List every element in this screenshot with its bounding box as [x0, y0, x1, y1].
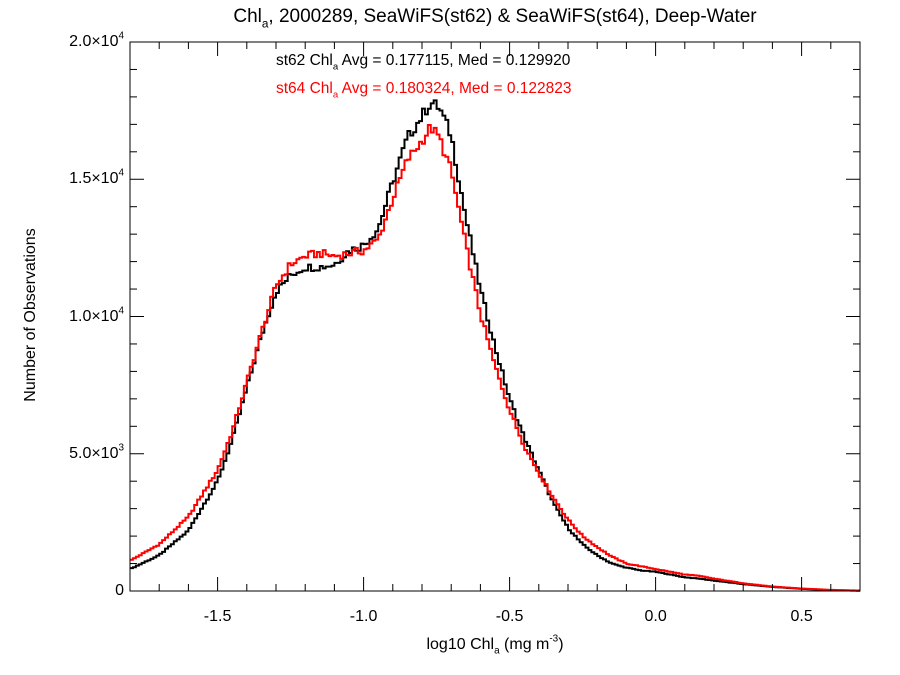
x-tick-label: -0.5 — [496, 608, 524, 625]
plot-frame — [129, 41, 861, 592]
y-tick-label: 2.0×104 — [69, 30, 124, 50]
y-tick-label: 5.0×103 — [69, 442, 124, 462]
series-layer — [130, 99, 860, 592]
ticks-layer: -1.5 -1.0 -0.5 0.0 0.5 — [129, 41, 861, 625]
x-tick-label: 0.5 — [790, 608, 812, 625]
chart-title: Chla, 2000289, SeaWiFS(st62) & SeaWiFS(s… — [233, 6, 757, 31]
annotation-st62: st62 Chla Avg = 0.177115, Med = 0.129920 — [276, 52, 571, 73]
x-tick-label: 0.0 — [644, 608, 666, 625]
y-axis-label: Number of Observations — [22, 228, 39, 402]
series-st62-line — [130, 99, 860, 592]
y-tick-label: 0 — [115, 582, 124, 599]
series-st64-line — [130, 123, 860, 592]
x-axis-label: log10 Chla (mg m-3) — [426, 633, 564, 657]
y-tick-label: 1.0×104 — [69, 305, 124, 325]
x-tick-label: -1.5 — [204, 608, 232, 625]
x-tick-label: -1.0 — [350, 608, 378, 625]
y-tick-label: 1.5×104 — [69, 167, 124, 188]
annotation-st64: st64 Chla Avg = 0.180324, Med = 0.122823 — [276, 80, 572, 101]
